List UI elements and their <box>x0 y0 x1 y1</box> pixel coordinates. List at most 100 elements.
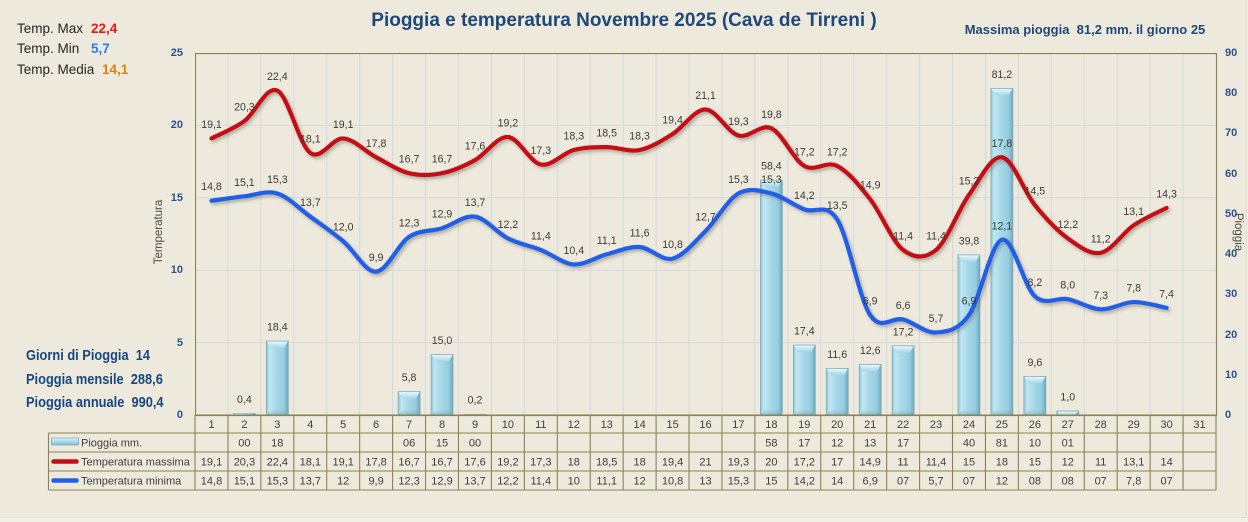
svg-text:26: 26 <box>1029 419 1041 431</box>
svg-text:21: 21 <box>699 457 711 469</box>
svg-text:14: 14 <box>831 476 843 488</box>
svg-text:15: 15 <box>666 419 678 431</box>
svg-text:12: 12 <box>568 419 580 431</box>
svg-text:7,4: 7,4 <box>1159 288 1174 300</box>
svg-text:07: 07 <box>963 476 975 488</box>
svg-text:11,4: 11,4 <box>531 476 552 488</box>
svg-text:14: 14 <box>1160 457 1172 469</box>
svg-text:19,8: 19,8 <box>761 109 782 121</box>
svg-text:17,4: 17,4 <box>794 326 815 338</box>
svg-text:13,7: 13,7 <box>464 476 485 488</box>
svg-text:18: 18 <box>765 419 777 431</box>
svg-text:12,6: 12,6 <box>860 345 881 357</box>
svg-text:18: 18 <box>996 457 1008 469</box>
svg-text:11,2: 11,2 <box>1091 233 1111 245</box>
svg-text:12,9: 12,9 <box>431 476 452 488</box>
svg-text:13: 13 <box>601 419 613 431</box>
svg-text:19,1: 19,1 <box>201 119 222 131</box>
svg-text:13,7: 13,7 <box>300 476 321 488</box>
svg-text:14,8: 14,8 <box>201 476 222 488</box>
svg-text:6,9: 6,9 <box>863 296 878 308</box>
svg-text:6,9: 6,9 <box>863 476 878 488</box>
svg-text:21,1: 21,1 <box>695 90 716 102</box>
svg-text:14: 14 <box>633 419 645 431</box>
svg-text:18,3: 18,3 <box>629 131 650 143</box>
svg-text:11,1: 11,1 <box>597 235 617 247</box>
svg-text:22: 22 <box>897 419 909 431</box>
svg-text:8,2: 8,2 <box>1028 277 1043 289</box>
svg-text:9,6: 9,6 <box>1028 357 1043 369</box>
svg-text:3: 3 <box>274 419 280 431</box>
svg-text:12,2: 12,2 <box>498 219 519 231</box>
svg-text:19,4: 19,4 <box>662 115 683 127</box>
svg-text:17: 17 <box>798 438 810 450</box>
svg-text:23: 23 <box>930 419 942 431</box>
svg-text:10: 10 <box>502 419 514 431</box>
svg-text:14,2: 14,2 <box>794 190 815 202</box>
svg-text:14,8: 14,8 <box>201 181 222 193</box>
svg-text:81,2: 81,2 <box>992 69 1013 81</box>
svg-text:17: 17 <box>831 457 843 469</box>
svg-text:12,9: 12,9 <box>432 209 453 221</box>
svg-text:5,7: 5,7 <box>928 476 943 488</box>
svg-text:13,7: 13,7 <box>465 197 486 209</box>
svg-text:7,3: 7,3 <box>1093 290 1108 302</box>
svg-text:15,3: 15,3 <box>267 174 288 186</box>
svg-text:18,1: 18,1 <box>300 457 321 469</box>
svg-text:13: 13 <box>864 438 876 450</box>
svg-text:18,5: 18,5 <box>596 128 617 140</box>
svg-text:7: 7 <box>406 419 412 431</box>
svg-text:15,1: 15,1 <box>234 177 255 189</box>
svg-text:16,7: 16,7 <box>398 457 419 469</box>
svg-text:2: 2 <box>241 419 247 431</box>
svg-text:10: 10 <box>1029 438 1041 450</box>
svg-text:11,4: 11,4 <box>926 230 946 242</box>
svg-text:10: 10 <box>568 476 580 488</box>
svg-text:19,4: 19,4 <box>662 457 683 469</box>
svg-text:20,3: 20,3 <box>234 102 255 114</box>
svg-text:58,4: 58,4 <box>761 161 782 173</box>
svg-text:07: 07 <box>1095 476 1107 488</box>
svg-text:07: 07 <box>1160 476 1172 488</box>
svg-text:19: 19 <box>798 419 810 431</box>
svg-text:18: 18 <box>568 457 580 469</box>
svg-text:5,8: 5,8 <box>402 372 417 384</box>
svg-text:17,2: 17,2 <box>794 457 815 469</box>
svg-text:11: 11 <box>1095 457 1106 469</box>
svg-text:17,8: 17,8 <box>365 457 386 469</box>
svg-text:12: 12 <box>1062 457 1074 469</box>
svg-text:0,4: 0,4 <box>237 394 252 406</box>
svg-text:01: 01 <box>1062 438 1074 450</box>
svg-text:15: 15 <box>1029 457 1041 469</box>
svg-text:10,8: 10,8 <box>662 476 683 488</box>
svg-text:12,2: 12,2 <box>497 476 518 488</box>
svg-text:Pioggia mm.: Pioggia mm. <box>81 438 142 450</box>
svg-text:17,6: 17,6 <box>465 141 486 153</box>
svg-text:81: 81 <box>996 438 1008 450</box>
svg-text:18,5: 18,5 <box>596 457 617 469</box>
svg-text:17,6: 17,6 <box>464 457 485 469</box>
svg-text:9: 9 <box>472 419 478 431</box>
svg-text:15,3: 15,3 <box>761 174 782 186</box>
svg-text:58: 58 <box>765 438 777 450</box>
svg-text:7,8: 7,8 <box>1126 283 1141 295</box>
svg-text:11: 11 <box>897 457 908 469</box>
svg-text:10,4: 10,4 <box>563 245 584 257</box>
svg-text:1,0: 1,0 <box>1060 392 1075 404</box>
svg-text:18,4: 18,4 <box>267 322 288 334</box>
svg-text:11,4: 11,4 <box>926 457 947 469</box>
svg-text:17,2: 17,2 <box>794 146 815 158</box>
svg-text:17,8: 17,8 <box>992 138 1013 150</box>
svg-text:12,2: 12,2 <box>1057 219 1078 231</box>
svg-text:16,7: 16,7 <box>399 154 420 166</box>
svg-text:12,3: 12,3 <box>398 476 419 488</box>
svg-text:12: 12 <box>831 438 843 450</box>
svg-text:15,0: 15,0 <box>432 335 453 347</box>
svg-text:29: 29 <box>1128 419 1140 431</box>
svg-text:15,3: 15,3 <box>728 476 749 488</box>
svg-text:21: 21 <box>864 419 876 431</box>
svg-text:24: 24 <box>963 419 975 431</box>
svg-text:12,1: 12,1 <box>992 220 1013 232</box>
svg-text:20: 20 <box>831 419 843 431</box>
svg-text:12,7: 12,7 <box>695 212 716 224</box>
